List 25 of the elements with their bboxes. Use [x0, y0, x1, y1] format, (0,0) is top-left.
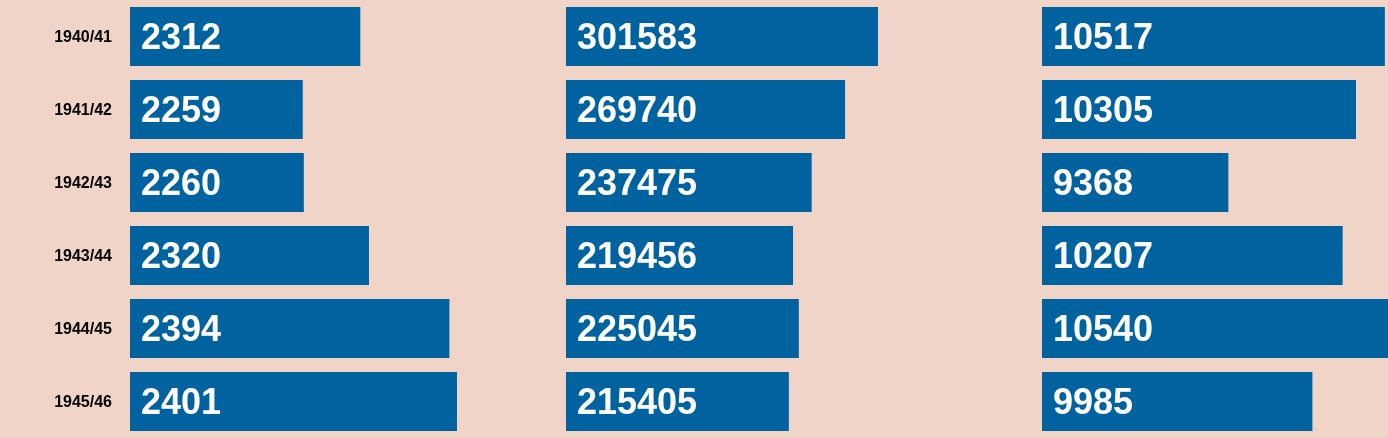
- data-label: 2260: [141, 162, 222, 203]
- data-label: 2320: [141, 235, 222, 276]
- y-tick-label: 1941/42: [54, 101, 113, 118]
- y-tick-label: 1945/46: [54, 393, 113, 410]
- bar: [566, 6, 878, 67]
- data-label: 215405: [577, 381, 698, 422]
- data-label: 2401: [141, 381, 222, 422]
- y-tick-label: 1943/44: [54, 247, 113, 264]
- data-label: 237475: [577, 162, 698, 203]
- data-label: 2312: [141, 16, 222, 57]
- data-label: 219456: [577, 235, 698, 276]
- y-tick-label: 1944/45: [54, 320, 113, 337]
- data-label: 269740: [577, 89, 698, 130]
- y-tick-label: 1942/43: [54, 174, 113, 191]
- y-tick-label: 1940/41: [54, 28, 113, 45]
- data-label: 9368: [1053, 162, 1134, 203]
- data-label: 9985: [1053, 381, 1134, 422]
- data-label: 10517: [1053, 16, 1154, 57]
- data-label: 2259: [141, 89, 222, 130]
- data-label: 10305: [1053, 89, 1154, 130]
- data-label: 10540: [1053, 308, 1154, 349]
- data-label: 301583: [577, 16, 698, 57]
- data-label: 10207: [1053, 235, 1154, 276]
- data-label: 225045: [577, 308, 698, 349]
- data-label: 2394: [141, 308, 222, 349]
